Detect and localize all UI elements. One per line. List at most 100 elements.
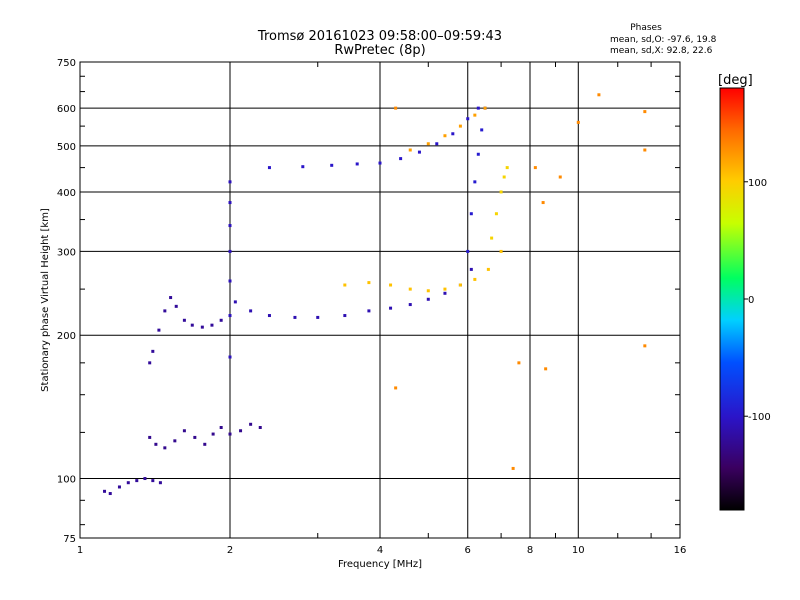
colorbar-tick-label: 0 bbox=[748, 295, 754, 306]
stats-x-mode: mean, sd,X: 92.8, 22.6 bbox=[610, 46, 713, 56]
data-point bbox=[301, 165, 305, 169]
data-point bbox=[408, 287, 412, 291]
y-axis-label: Stationary phase Virtual Height [km] bbox=[40, 208, 51, 392]
data-point bbox=[558, 175, 562, 179]
data-point bbox=[239, 429, 243, 433]
axis-ticks: 1 2 4 6 8 10 16 75 100 200 300 400 500 600 750 bbox=[57, 58, 686, 556]
data-point bbox=[469, 267, 473, 271]
data-point bbox=[502, 175, 506, 179]
data-point bbox=[408, 303, 412, 307]
colorbar-label: [deg] bbox=[718, 73, 753, 88]
data-point bbox=[394, 386, 398, 390]
chart-title-line-1: Tromsø 20161023 09:58:00–09:59:43 bbox=[257, 29, 502, 44]
colorbar-tick-label: -100 bbox=[748, 412, 771, 423]
stats-title: Phases bbox=[630, 23, 662, 33]
x-tick-label: 4 bbox=[377, 545, 383, 556]
x-axis-label: Frequency [MHz] bbox=[338, 559, 422, 570]
data-point bbox=[219, 318, 223, 322]
data-point bbox=[533, 166, 537, 170]
data-point bbox=[267, 314, 271, 318]
data-point bbox=[293, 315, 297, 319]
data-point bbox=[483, 106, 487, 110]
data-point bbox=[576, 120, 580, 124]
data-point bbox=[148, 361, 152, 365]
data-point bbox=[228, 279, 232, 283]
data-point bbox=[643, 344, 647, 348]
data-point bbox=[544, 367, 548, 371]
data-point bbox=[511, 466, 515, 470]
y-tick-label: 300 bbox=[57, 247, 76, 258]
data-point bbox=[135, 479, 139, 483]
grid-lines bbox=[80, 62, 680, 538]
data-point bbox=[443, 287, 447, 291]
data-point bbox=[435, 142, 439, 146]
data-point bbox=[233, 300, 237, 304]
data-point bbox=[476, 106, 480, 110]
chart-title-line-2: RwPretec (8p) bbox=[334, 43, 425, 58]
data-point bbox=[494, 212, 498, 216]
data-point bbox=[182, 318, 186, 322]
data-point bbox=[103, 489, 107, 493]
data-point bbox=[469, 212, 473, 216]
data-point bbox=[417, 150, 421, 154]
data-point bbox=[169, 296, 173, 300]
data-point bbox=[389, 306, 393, 310]
colorbar bbox=[719, 87, 745, 511]
data-point bbox=[190, 323, 194, 327]
data-point bbox=[151, 349, 155, 353]
data-point bbox=[517, 361, 521, 365]
x-tick-label: 8 bbox=[527, 545, 533, 556]
data-point bbox=[466, 249, 470, 253]
data-point bbox=[258, 425, 262, 429]
data-point bbox=[228, 314, 232, 318]
y-tick-label: 400 bbox=[57, 188, 76, 199]
data-point bbox=[443, 134, 447, 138]
data-point bbox=[174, 304, 178, 308]
data-point bbox=[200, 325, 204, 329]
x-tick-label: 1 bbox=[77, 545, 83, 556]
data-point bbox=[426, 142, 430, 146]
data-point bbox=[228, 224, 232, 228]
data-point bbox=[228, 249, 232, 253]
data-point bbox=[108, 492, 112, 496]
data-point bbox=[367, 309, 371, 313]
data-point bbox=[249, 309, 253, 313]
data-point bbox=[389, 283, 393, 287]
data-point bbox=[473, 180, 477, 184]
data-point bbox=[466, 117, 470, 121]
colorbar-ticks: 100 0 -100 bbox=[744, 178, 771, 423]
data-point bbox=[343, 283, 347, 287]
y-tick-label: 750 bbox=[57, 58, 76, 69]
data-point bbox=[151, 479, 155, 483]
data-point bbox=[408, 148, 412, 152]
data-point bbox=[426, 289, 430, 293]
y-tick-label: 75 bbox=[63, 534, 76, 545]
data-point bbox=[143, 477, 147, 481]
data-point bbox=[451, 132, 455, 136]
data-point bbox=[486, 267, 490, 271]
data-point bbox=[228, 201, 232, 205]
data-point bbox=[154, 442, 158, 446]
data-point bbox=[182, 429, 186, 433]
y-tick-label: 100 bbox=[57, 475, 76, 486]
data-point bbox=[219, 425, 223, 429]
data-point bbox=[541, 201, 545, 205]
data-point bbox=[203, 442, 207, 446]
data-point bbox=[211, 432, 215, 436]
data-point bbox=[473, 277, 477, 281]
data-point bbox=[228, 432, 232, 436]
data-point bbox=[458, 124, 462, 128]
data-point bbox=[355, 162, 359, 166]
data-point bbox=[443, 291, 447, 295]
data-point bbox=[473, 113, 477, 117]
data-point bbox=[163, 309, 167, 313]
data-point bbox=[476, 152, 480, 156]
plot-frame bbox=[79, 61, 681, 539]
data-point bbox=[394, 106, 398, 110]
data-point bbox=[378, 161, 382, 165]
data-point bbox=[426, 297, 430, 301]
data-point bbox=[228, 180, 232, 184]
data-point bbox=[157, 328, 161, 332]
data-point bbox=[173, 439, 177, 443]
